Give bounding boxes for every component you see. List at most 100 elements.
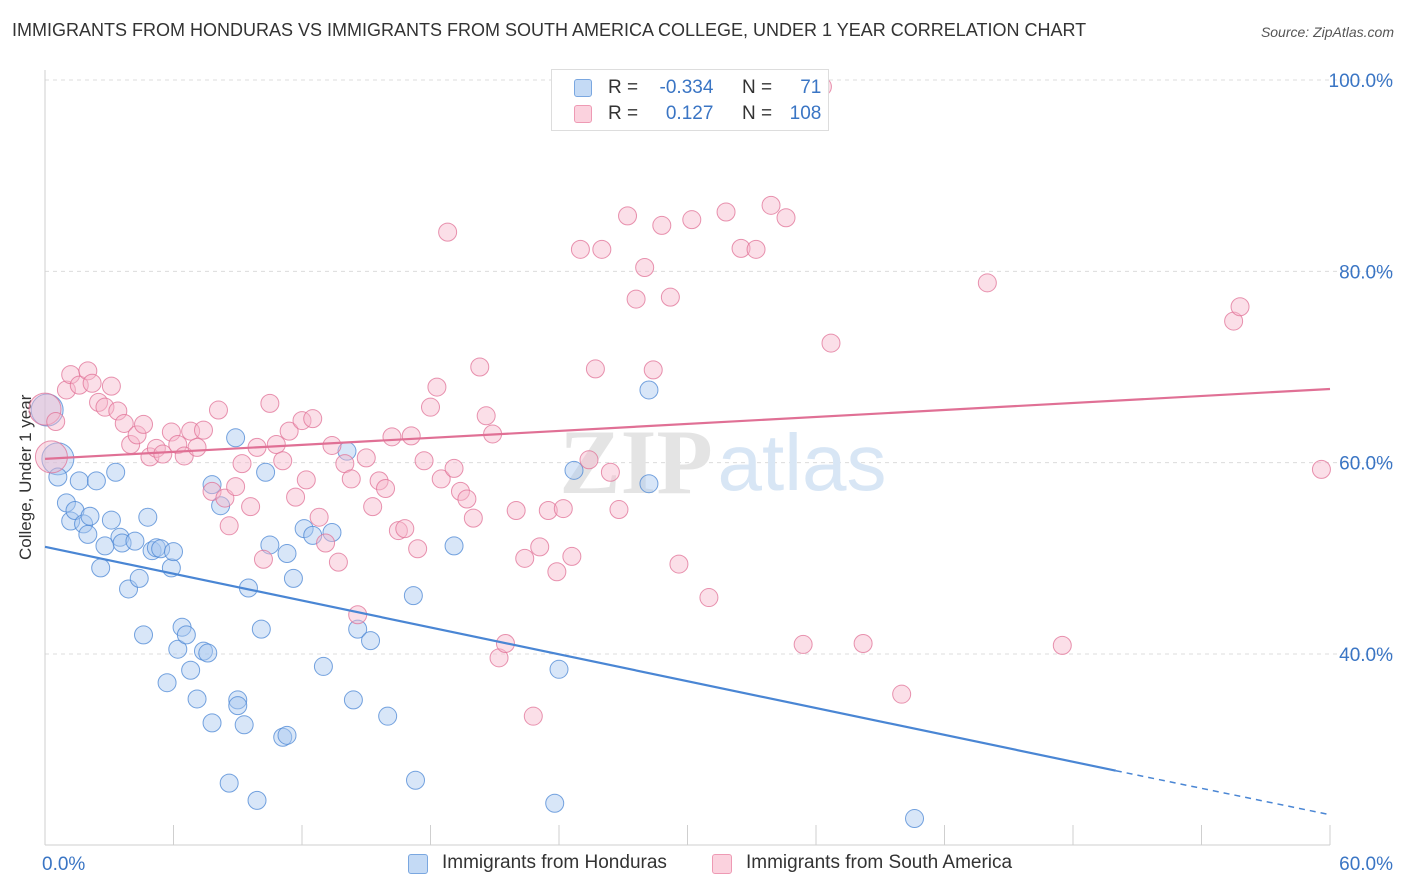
data-point-south-america: [328, 552, 348, 572]
data-point-honduras: [198, 643, 218, 663]
data-point-south-america: [609, 500, 629, 520]
data-point-south-america: [1052, 635, 1072, 655]
data-point-honduras: [343, 690, 363, 710]
data-point-honduras: [168, 639, 188, 659]
data-point-honduras: [65, 501, 85, 520]
data-point-honduras: [247, 790, 267, 810]
data-point-south-america: [444, 458, 464, 478]
data-point-south-america: [401, 426, 421, 446]
data-point-south-america: [600, 462, 620, 482]
data-point-south-america: [669, 554, 689, 574]
data-point-south-america: [579, 450, 599, 470]
data-point-honduras: [348, 619, 368, 639]
data-point-honduras: [283, 568, 303, 588]
data-point-south-america: [161, 422, 181, 442]
data-point-south-america: [699, 588, 719, 608]
legend: R = -0.334 N = 71 R = 0.127 N = 108: [551, 69, 829, 131]
data-point-south-america: [618, 206, 638, 226]
data-point-south-america: [376, 478, 396, 498]
data-point-south-america: [101, 376, 121, 396]
legend-r-value: 0.127: [665, 103, 714, 124]
data-point-south-america: [253, 549, 273, 569]
data-point-south-america: [1224, 311, 1244, 331]
data-point-south-america: [414, 451, 434, 471]
data-point-south-america: [643, 360, 663, 380]
data-point-south-america: [761, 195, 781, 215]
data-point-honduras: [69, 471, 89, 491]
data-point-honduras: [378, 706, 398, 726]
data-point-honduras: [406, 770, 426, 790]
data-point-south-america: [316, 533, 336, 553]
data-point-honduras: [202, 713, 222, 733]
y-tick-label: 40.0%: [1339, 645, 1393, 666]
data-point-south-america: [1311, 459, 1331, 479]
data-point-south-america: [395, 519, 415, 539]
data-point-south-america: [127, 425, 147, 445]
data-point-south-america: [266, 434, 286, 454]
chart-title: IMMIGRANTS FROM HONDURAS VS IMMIGRANTS F…: [12, 20, 1087, 40]
data-point-honduras: [564, 460, 584, 480]
data-point-honduras: [228, 696, 248, 716]
data-point-south-america: [322, 435, 342, 455]
data-point-honduras: [164, 542, 183, 562]
bottom-legend-swatch-south-america: [712, 854, 732, 874]
data-point-honduras: [260, 535, 280, 555]
trendline-honduras: [44, 545, 1117, 772]
x-tick-label: 60.0%: [1339, 854, 1393, 875]
data-point-honduras: [313, 656, 333, 676]
data-point-south-america: [731, 238, 751, 258]
data-point-south-america: [716, 202, 736, 222]
y-tick-label: 100.0%: [1329, 71, 1394, 92]
data-point-south-america: [46, 412, 66, 432]
y-tick-label: 60.0%: [1339, 454, 1393, 475]
data-point-honduras: [256, 462, 276, 482]
data-point-south-america: [241, 497, 261, 517]
data-point-south-america: [450, 481, 470, 501]
data-point-south-america: [431, 469, 451, 489]
data-point-south-america: [187, 437, 207, 457]
data-point-south-america: [108, 401, 128, 421]
data-point-honduras: [403, 586, 423, 606]
data-point-south-america: [776, 208, 796, 228]
data-point-honduras: [251, 619, 271, 639]
data-point-south-america: [523, 706, 543, 726]
legend-n-value: 108: [789, 103, 822, 124]
data-point-south-america: [457, 489, 477, 509]
data-point-honduras: [138, 507, 158, 527]
data-point-honduras: [30, 393, 64, 427]
source-label: Source: ZipAtlas.com: [1260, 24, 1394, 40]
data-point-south-america: [515, 548, 535, 568]
data-point-honduras: [151, 539, 171, 559]
data-point-south-america: [363, 497, 383, 517]
data-point-honduras: [187, 689, 207, 709]
legend-swatch-honduras: [574, 79, 592, 97]
data-point-south-america: [193, 420, 213, 440]
data-point-south-america: [260, 393, 280, 413]
data-point-south-america: [303, 409, 323, 429]
data-point-south-america: [793, 634, 813, 654]
data-point-south-america: [369, 471, 389, 491]
data-point-south-america: [427, 377, 447, 397]
data-point-south-america: [489, 648, 509, 668]
data-point-honduras: [444, 536, 464, 556]
data-point-south-america: [476, 406, 496, 426]
data-point-honduras: [545, 793, 565, 813]
data-point-south-america: [746, 239, 766, 259]
data-point-honduras: [181, 660, 201, 680]
data-point-south-america: [592, 239, 612, 259]
data-point-south-america: [273, 451, 293, 471]
data-point-honduras: [226, 428, 246, 448]
data-point-south-america: [95, 397, 115, 417]
data-point-south-america: [279, 421, 299, 441]
data-point-honduras: [549, 659, 569, 679]
data-point-south-america: [977, 273, 997, 293]
data-point-south-america: [168, 434, 188, 454]
data-point-south-america: [286, 487, 306, 507]
data-point-south-america: [585, 359, 605, 379]
data-point-south-america: [56, 380, 76, 400]
data-point-south-america: [153, 444, 173, 464]
data-point-honduras: [219, 773, 239, 793]
data-point-south-america: [635, 258, 655, 278]
data-point-honduras: [234, 715, 254, 735]
x-tick-label: 0.0%: [42, 854, 85, 875]
